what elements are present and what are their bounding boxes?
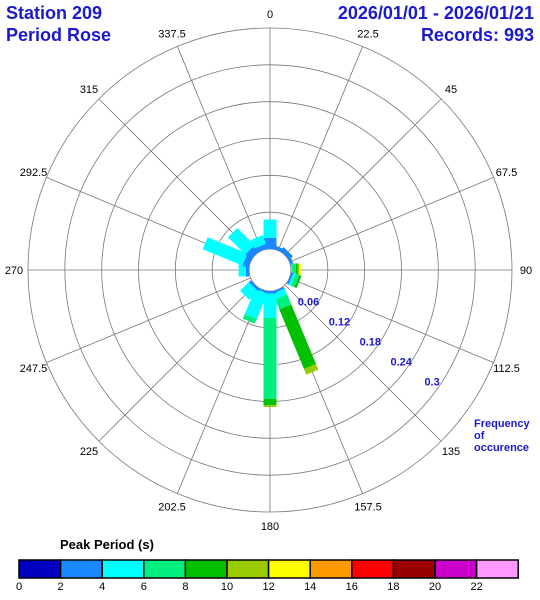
colorbar-cells xyxy=(18,559,519,579)
direction-label: 315 xyxy=(80,84,98,96)
ring-label: 0.24 xyxy=(390,357,412,369)
header-right: 2026/01/01 - 2026/01/21 Records: 993 xyxy=(338,2,534,46)
rose-bar-90-bin-5 xyxy=(297,263,299,277)
colorbar-tick: 14 xyxy=(304,581,316,593)
grid-spoke xyxy=(284,284,442,442)
grid-spoke xyxy=(277,46,363,251)
header-left: Station 209 Period Rose xyxy=(6,2,111,46)
grid-spoke xyxy=(46,277,251,363)
direction-label: 45 xyxy=(445,84,457,96)
colorbar-tick: 10 xyxy=(221,581,233,593)
direction-label: 67.5 xyxy=(496,167,517,179)
direction-label: 112.5 xyxy=(493,363,520,375)
colorbar-cell xyxy=(184,559,228,579)
colorbar-tick: 4 xyxy=(99,581,105,593)
rose-bar-292_5-bin-2 xyxy=(202,237,248,266)
grid-spoke xyxy=(289,177,494,263)
legend-title: Peak Period (s) xyxy=(60,537,154,552)
colorbar-tick: 18 xyxy=(387,581,399,593)
direction-label: 0 xyxy=(267,9,273,21)
colorbar-tick: 2 xyxy=(58,581,64,593)
grid-spoke xyxy=(98,284,256,442)
rose-bar-180-bin-2 xyxy=(263,293,277,318)
colorbar-tick: 16 xyxy=(346,581,358,593)
colorbar-cell xyxy=(309,559,353,579)
rose-bar-180-bin-4 xyxy=(263,399,277,406)
direction-label: 337.5 xyxy=(158,29,186,41)
direction-label: 292.5 xyxy=(20,167,48,179)
colorbar-tick: 8 xyxy=(182,581,188,593)
rose-bar-112_5-bin-4 xyxy=(294,275,302,288)
colorbar-tick: 12 xyxy=(262,581,274,593)
colorbar-cell xyxy=(59,559,103,579)
rose-bar-337_5-bin-1 xyxy=(254,243,268,254)
colorbar-cell xyxy=(475,559,519,579)
date-range: 2026/01/01 - 2026/01/21 xyxy=(337,3,534,23)
ring-label: 0.18 xyxy=(360,337,381,349)
ring-label: 0.06 xyxy=(298,297,319,309)
ring-labels: 0.06 0.12 0.18 0.24 0.3 xyxy=(298,297,440,389)
frequency-label-2: of xyxy=(474,430,485,442)
grid-spoke xyxy=(289,277,494,363)
direction-label: 270 xyxy=(5,265,23,277)
direction-label: 180 xyxy=(261,521,279,533)
rose-bar-202_5-bin-3 xyxy=(242,314,257,324)
colorbar-tick: 20 xyxy=(429,581,441,593)
colorbar-tick: 6 xyxy=(141,581,147,593)
frequency-label-1: Frequency xyxy=(474,418,531,430)
grid-spoke xyxy=(284,98,442,256)
chart-subtitle: Period Rose xyxy=(6,25,112,45)
direction-label: 157.5 xyxy=(354,502,382,514)
rose-bar-90-bin-4 xyxy=(295,263,298,277)
polar-grid xyxy=(27,27,513,513)
colorbar-cell xyxy=(267,559,311,579)
direction-labels: 0 22.5 45 67.5 90 112.5 135 157.5 180 202.5 225 247… xyxy=(5,9,532,533)
colorbar-cell xyxy=(18,559,62,579)
colorbar-cell xyxy=(434,559,478,579)
rose-bar-157_5-bin-4 xyxy=(279,304,316,369)
rose-bar-112_5-bin-2 xyxy=(288,272,296,286)
colorbar-cell xyxy=(226,559,270,579)
grid-ring-inner xyxy=(248,248,292,292)
direction-label: 247.5 xyxy=(20,363,48,375)
direction-label: 90 xyxy=(520,265,532,277)
rose-bar-337_5-bin-2 xyxy=(250,235,267,249)
rose-bar-157_5-bin-3 xyxy=(275,294,292,310)
rose-bars xyxy=(202,219,319,407)
period-colorbar: 0 2 4 6 8 10 12 14 16 18 20 22 xyxy=(16,559,519,593)
rose-bar-90-bin-6 xyxy=(299,263,301,277)
colorbar-ticks: 0 2 4 6 8 10 12 14 16 18 20 22 xyxy=(16,581,483,593)
rose-bar-225-bin-1 xyxy=(248,280,260,292)
direction-label: 225 xyxy=(80,446,98,458)
frequency-label-3: occurence xyxy=(474,442,529,454)
rose-bar-112_5-bin-1 xyxy=(286,272,294,285)
rose-bar-112_5-bin-3 xyxy=(290,273,300,288)
ring-label: 0.3 xyxy=(424,377,439,389)
rose-bar-315-bin-2 xyxy=(228,228,255,255)
rose-bar-225-bin-2 xyxy=(240,282,258,300)
grid-spoke xyxy=(177,46,263,251)
colorbar-cell xyxy=(101,559,145,579)
grid-spoke xyxy=(98,98,256,256)
direction-label: 202.5 xyxy=(158,502,186,514)
rose-bar-180-bin-5 xyxy=(263,405,277,407)
direction-label: 22.5 xyxy=(357,29,378,41)
direction-label: 135 xyxy=(442,446,460,458)
period-rose-chart: 0 22.5 45 67.5 90 112.5 135 157.5 180 202.5 225 247… xyxy=(5,9,532,533)
colorbar-cell xyxy=(392,559,436,579)
rose-bar-270-bin-2 xyxy=(238,263,246,277)
colorbar-tick: 22 xyxy=(470,581,482,593)
station-title: Station 209 xyxy=(6,3,103,23)
rose-bar-0-bin-2 xyxy=(263,219,277,238)
colorbar-cell xyxy=(351,559,395,579)
records-count: Records: 993 xyxy=(420,25,534,45)
rose-bar-157_5-bin-5 xyxy=(304,364,319,375)
rose-bar-202_5-bin-2 xyxy=(244,288,268,320)
rose-bar-180-bin-3 xyxy=(263,318,277,399)
colorbar-tick: 0 xyxy=(16,581,22,593)
grid-spoke xyxy=(177,289,263,494)
colorbar-cell xyxy=(143,559,187,579)
ring-label: 0.12 xyxy=(329,317,350,329)
